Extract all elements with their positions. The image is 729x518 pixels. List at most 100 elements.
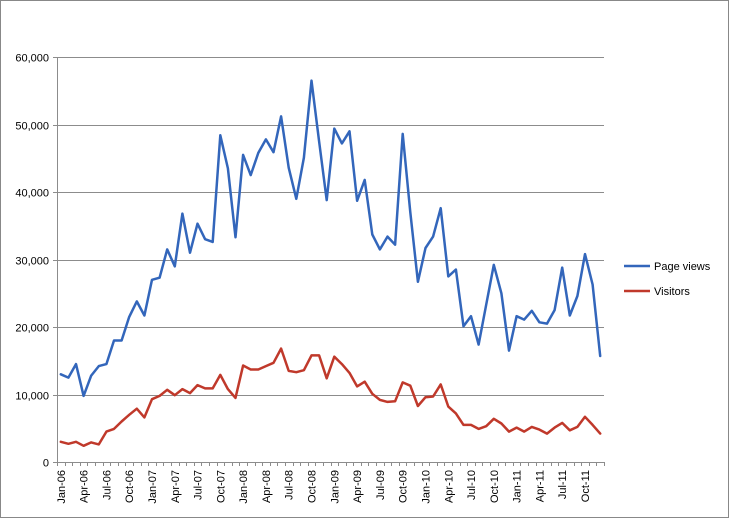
- y-tick-label: 10,000: [15, 391, 49, 403]
- data-point: [508, 430, 510, 433]
- data-point: [67, 443, 70, 445]
- data-point: [379, 248, 381, 251]
- data-point: [219, 134, 222, 137]
- data-point: [151, 398, 153, 401]
- data-point: [67, 376, 70, 379]
- data-point: [136, 407, 138, 410]
- y-tick-label: 20,000: [15, 323, 49, 335]
- data-point: [348, 130, 351, 133]
- data-point: [591, 424, 594, 426]
- x-tick-label: Jul-07: [193, 470, 205, 500]
- data-point: [394, 243, 396, 246]
- data-point: [128, 414, 130, 416]
- data-point: [515, 426, 518, 429]
- data-point: [181, 212, 184, 215]
- data-point: [181, 388, 184, 390]
- data-point: [257, 152, 260, 154]
- y-tick-label: 50,000: [15, 121, 49, 133]
- x-tick-label: Jul-09: [375, 470, 387, 500]
- data-point: [576, 295, 579, 297]
- data-point: [82, 445, 85, 447]
- data-point: [409, 384, 412, 387]
- data-point: [356, 385, 358, 388]
- x-tick-label: Oct-07: [215, 470, 227, 503]
- legend-label: Page views: [654, 261, 711, 273]
- data-point: [211, 387, 214, 390]
- data-point: [371, 233, 374, 236]
- data-point: [174, 394, 176, 397]
- data-point: [90, 374, 92, 377]
- x-tick-label: Apr-07: [170, 470, 182, 503]
- series-line-page-views: [59, 79, 602, 398]
- data-point: [113, 428, 115, 430]
- x-tick-label: Oct-11: [580, 470, 592, 502]
- data-point: [531, 310, 533, 312]
- data-point: [523, 318, 525, 321]
- data-point: [455, 268, 457, 271]
- data-point: [325, 199, 328, 201]
- data-point: [287, 370, 290, 372]
- data-point: [348, 372, 351, 374]
- data-point: [227, 388, 229, 390]
- data-point: [151, 279, 153, 281]
- data-point: [371, 393, 374, 395]
- data-point: [538, 321, 541, 324]
- data-point: [166, 248, 168, 251]
- data-point: [280, 115, 282, 118]
- data-point: [439, 383, 442, 386]
- x-tick-label: Jan-07: [147, 470, 159, 504]
- data-point: [584, 253, 586, 255]
- data-point: [249, 174, 252, 176]
- data-point: [295, 371, 298, 374]
- data-point: [439, 207, 442, 209]
- x-tick-label: Oct-06: [124, 470, 136, 503]
- x-tick-label: Jul-10: [466, 470, 478, 500]
- x-tick-label: Jan-09: [329, 470, 341, 504]
- data-point: [424, 396, 427, 399]
- data-point: [219, 374, 222, 376]
- data-point: [515, 315, 518, 318]
- x-tick-label: Jul-06: [101, 470, 113, 500]
- data-point: [561, 422, 563, 424]
- data-point: [158, 276, 161, 279]
- data-point: [189, 251, 191, 254]
- data-point: [113, 339, 115, 342]
- data-point: [401, 133, 404, 135]
- data-point: [90, 441, 92, 444]
- data-point: [470, 315, 472, 318]
- data-point: [105, 363, 108, 365]
- data-point: [341, 142, 343, 145]
- data-point: [546, 322, 548, 325]
- data-point: [417, 405, 419, 407]
- x-tick-label: Oct-09: [398, 470, 410, 503]
- data-point: [287, 166, 290, 169]
- y-tick-label: 0: [43, 458, 49, 470]
- x-tick-label: Jul-11: [557, 470, 569, 499]
- data-point: [174, 265, 176, 268]
- data-point: [265, 138, 267, 141]
- legend-label: Visitors: [654, 286, 690, 298]
- y-tick-label: 30,000: [15, 256, 49, 268]
- data-point: [591, 283, 594, 286]
- data-point: [98, 365, 100, 367]
- data-point: [561, 266, 563, 269]
- data-point: [363, 380, 366, 383]
- data-point: [508, 349, 510, 352]
- data-point: [432, 235, 434, 238]
- data-point: [234, 236, 237, 238]
- data-point: [242, 364, 244, 367]
- data-point: [485, 303, 488, 306]
- data-point: [82, 395, 85, 397]
- x-tick-label: Jan-11: [512, 470, 524, 503]
- data-point: [386, 235, 389, 238]
- data-point: [523, 430, 525, 433]
- x-tick-label: Jan-10: [420, 470, 432, 504]
- data-point: [318, 354, 320, 357]
- data-point: [394, 400, 396, 403]
- data-point: [318, 140, 320, 143]
- x-tick-label: Oct-10: [489, 470, 501, 503]
- data-point: [204, 238, 206, 240]
- data-point: [60, 373, 62, 376]
- x-tick-label: Apr-09: [352, 470, 364, 503]
